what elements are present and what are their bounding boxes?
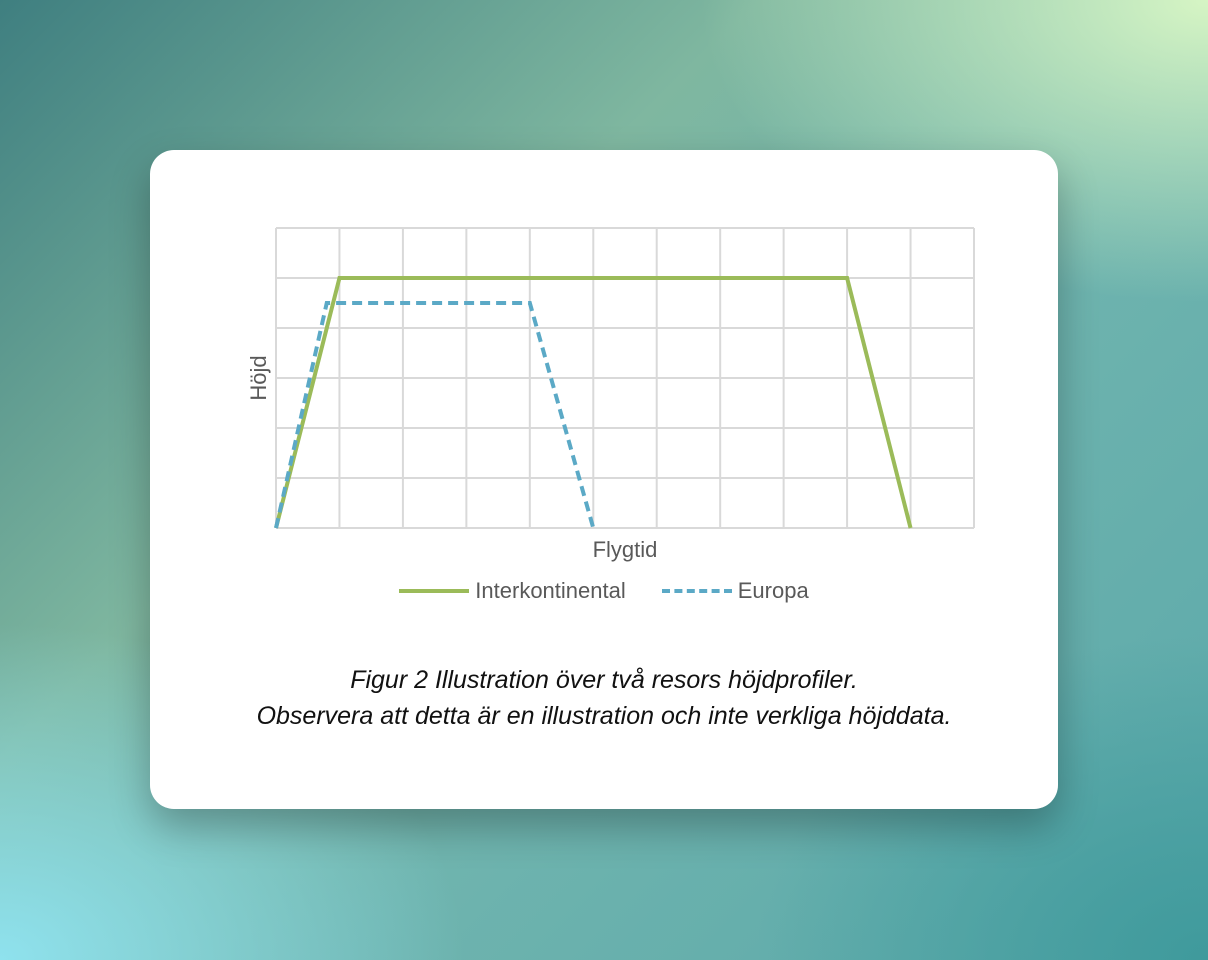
legend-swatch-europa [661,589,732,593]
series-line-interkontinental [274,276,913,529]
legend-item-europa: Europa [661,578,809,604]
figure-caption: Figur 2 Illustration över två resors höj… [150,662,1058,734]
chart-legend: Interkontinental Europa [150,578,1058,604]
legend-label-interkontinental: Interkontinental [475,578,626,603]
series-line-europa [274,301,596,529]
caption-line-2: Observera att detta är en illustration o… [256,702,952,730]
legend-swatch-interkontinental [399,589,470,593]
x-axis-label: Flygtid [593,537,658,562]
legend-item-interkontinental: Interkontinental [399,578,626,604]
chart: Flygtid Höjd [246,227,975,562]
figure-card: Flygtid Höjd Interkontinental Europa Fig… [150,150,1058,809]
chart-grid [275,227,975,529]
caption-line-1: Figur 2 Illustration över två resors höj… [350,666,858,694]
y-axis-label: Höjd [246,355,271,400]
legend-label-europa: Europa [737,578,809,603]
chart-lines [274,276,913,529]
